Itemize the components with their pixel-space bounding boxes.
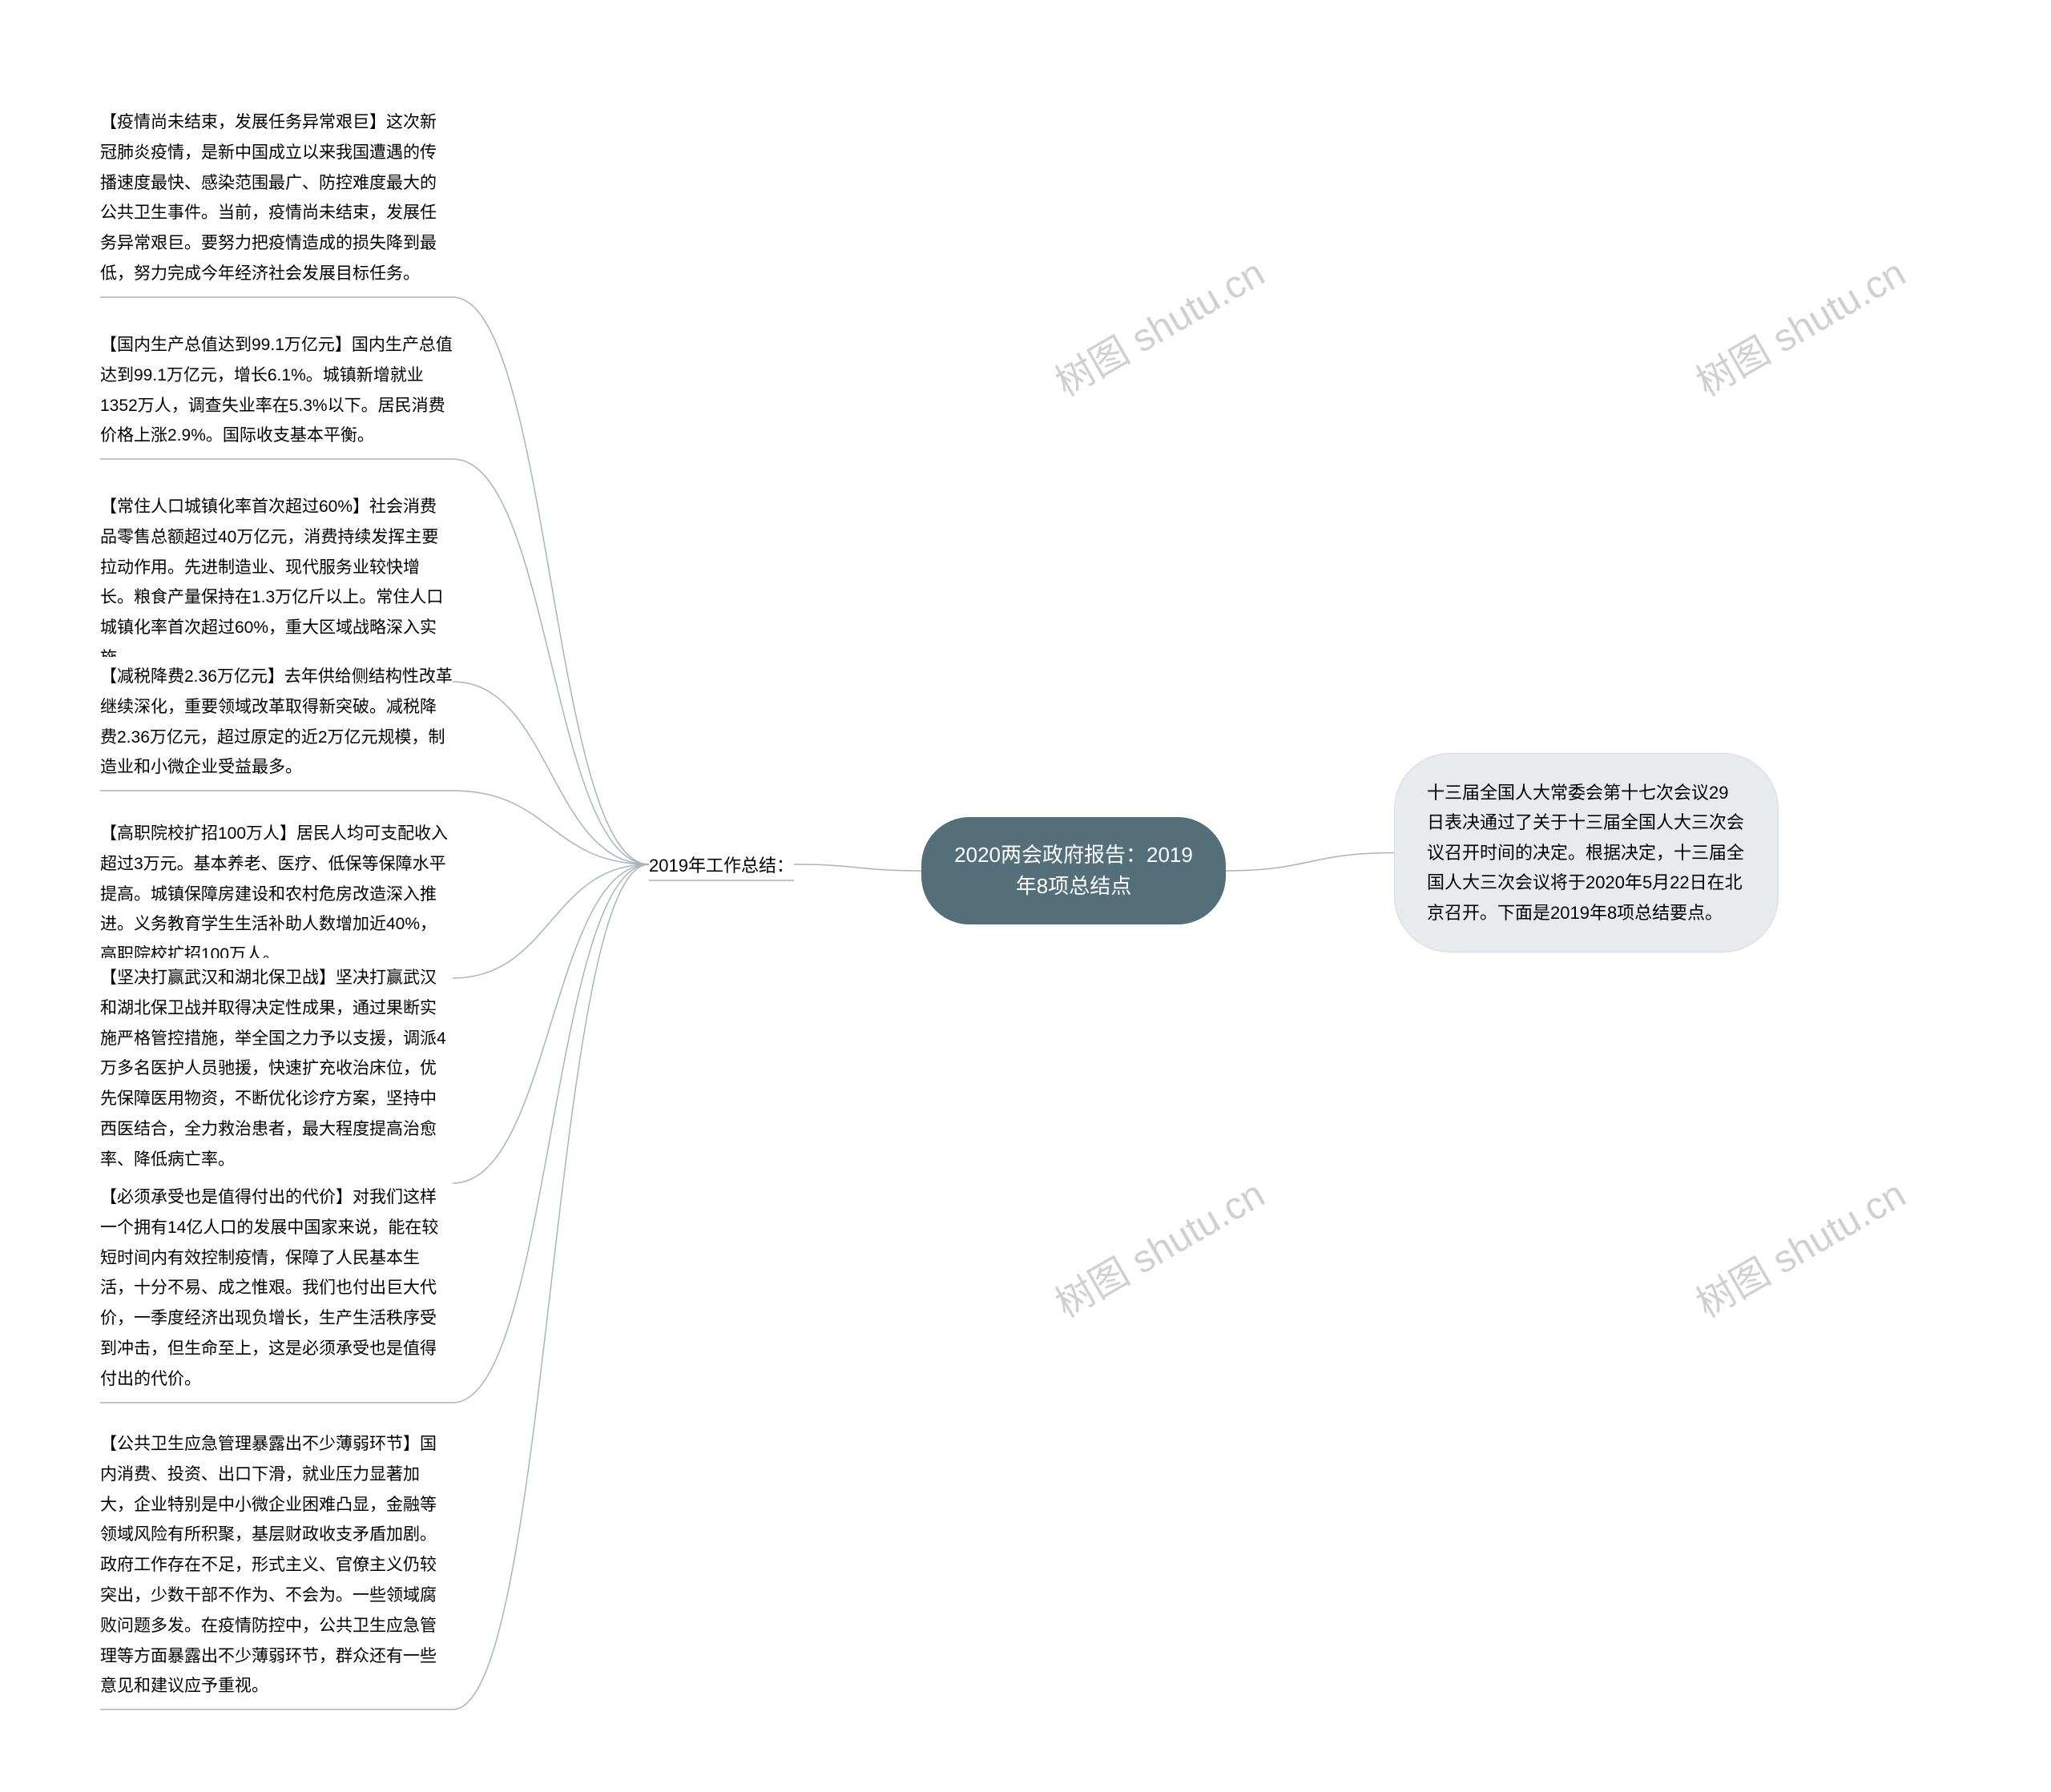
leaf-node: 【疫情尚未结束，发展任务异常艰巨】这次新冠肺炎疫情，是新中国成立以来我国遭遇的传… xyxy=(100,103,453,294)
leaf-node: 【减税降费2.36万亿元】去年供给侧结构性改革继续深化，重要领域改革取得新突破。… xyxy=(100,657,453,787)
central-topic-text: 2020两会政府报告：2019年8项总结点 xyxy=(954,843,1193,898)
leaf-node: 【高职院校扩招100万人】居民人均可支配收入超过3万元。基本养老、医疗、低保等保… xyxy=(100,814,453,975)
watermark: 树图 shutu.cn xyxy=(1043,242,1273,407)
leaf-text: 【常住人口城镇化率首次超过60%】社会消费品零售总额超过40万亿元，消费持续发挥… xyxy=(100,497,443,667)
leaf-text: 【高职院校扩招100万人】居民人均可支配收入超过3万元。基本养老、医疗、低保等保… xyxy=(100,824,448,964)
leaf-text: 【疫情尚未结束，发展任务异常艰巨】这次新冠肺炎疫情，是新中国成立以来我国遭遇的传… xyxy=(100,113,437,283)
leaf-text: 【国内生产总值达到99.1万亿元】国内生产总值达到99.1万亿元，增长6.1%。… xyxy=(100,336,453,445)
leaf-text: 【坚决打赢武汉和湖北保卫战】坚决打赢武汉和湖北保卫战并取得决定性成果，通过果断实… xyxy=(100,968,446,1169)
watermark: 树图 shutu.cn xyxy=(1684,1163,1914,1328)
left-branch-label-text: 2019年工作总结： xyxy=(649,856,794,876)
leaf-node: 【必须承受也是值得付出的代价】对我们这样一个拥有14亿人口的发展中国家来说，能在… xyxy=(100,1178,453,1399)
watermark: 树图 shutu.cn xyxy=(1684,242,1914,407)
leaf-node: 【坚决打赢武汉和湖北保卫战】坚决打赢武汉和湖北保卫战并取得决定性成果，通过果断实… xyxy=(100,958,453,1180)
central-topic-node: 2020两会政府报告：2019年8项总结点 xyxy=(921,817,1226,924)
watermark: 树图 shutu.cn xyxy=(1043,1163,1273,1328)
leaf-text: 【必须承受也是值得付出的代价】对我们这样一个拥有14亿人口的发展中国家来说，能在… xyxy=(100,1188,438,1388)
leaf-text: 【减税降费2.36万亿元】去年供给侧结构性改革继续深化，重要领域改革取得新突破。… xyxy=(100,667,453,776)
leaf-node: 【国内生产总值达到99.1万亿元】国内生产总值达到99.1万亿元，增长6.1%。… xyxy=(100,325,453,456)
leaf-node: 【常住人口城镇化率首次超过60%】社会消费品零售总额超过40万亿元，消费持续发挥… xyxy=(100,487,453,679)
right-summary-text: 十三届全国人大常委会第十七次会议29日表决通过了关于十三届全国人大三次会议召开时… xyxy=(1427,783,1744,923)
right-summary-node: 十三届全国人大常委会第十七次会议29日表决通过了关于十三届全国人大三次会议召开时… xyxy=(1394,753,1779,952)
leaf-text: 【公共卫生应急管理暴露出不少薄弱环节】国内消费、投资、出口下滑，就业压力显著加大… xyxy=(100,1435,437,1695)
mindmap-canvas: 2020两会政府报告：2019年8项总结点 十三届全国人大常委会第十七次会议29… xyxy=(0,0,2051,1792)
left-branch-label: 2019年工作总结： xyxy=(649,852,794,877)
leaf-node: 【公共卫生应急管理暴露出不少薄弱环节】国内消费、投资、出口下滑，就业压力显著加大… xyxy=(100,1424,453,1706)
